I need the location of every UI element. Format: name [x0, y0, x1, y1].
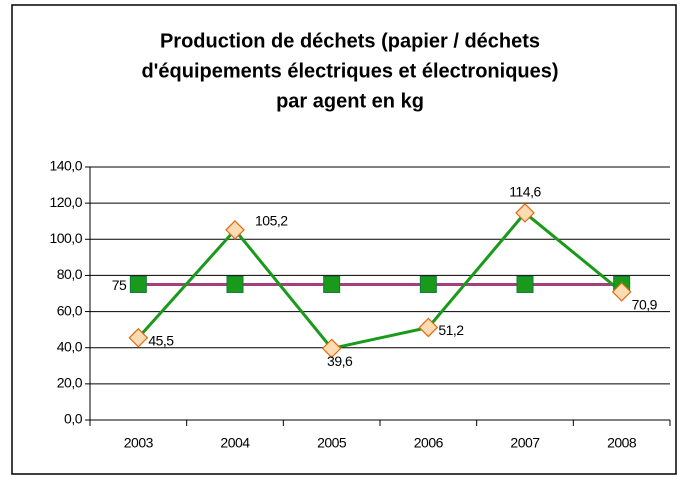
- data-label: 75: [112, 277, 127, 293]
- data-label: 51,2: [438, 322, 464, 338]
- point-marker: [516, 275, 534, 293]
- chart-title: Production de déchets (papier / déchets: [160, 30, 540, 52]
- point-marker: [611, 282, 632, 302]
- y-tick-label: 40,0: [57, 338, 83, 354]
- point-marker: [226, 275, 244, 293]
- point-marker: [323, 275, 341, 293]
- x-tick-label: 2006: [414, 435, 444, 451]
- data-label: 39,6: [327, 353, 353, 369]
- data-label: 114,6: [509, 184, 541, 200]
- point-marker: [128, 327, 149, 348]
- chart-title: par agent en kg: [276, 90, 424, 112]
- point-marker: [225, 220, 245, 240]
- y-tick-label: 60,0: [57, 302, 83, 318]
- series-line: [137, 210, 623, 351]
- y-tick-label: 0,0: [64, 411, 83, 427]
- y-tick-label: 100,0: [49, 230, 82, 246]
- point-marker: [129, 275, 147, 293]
- y-tick-label: 80,0: [57, 266, 83, 282]
- point-marker: [321, 338, 342, 359]
- y-tick-label: 120,0: [49, 194, 82, 210]
- point-marker: [515, 203, 535, 223]
- chart-title: d'équipements électriques et électroniqu…: [141, 60, 558, 82]
- x-tick-label: 2004: [220, 435, 250, 451]
- y-tick-label: 140,0: [49, 158, 82, 174]
- x-tick-label: 2008: [607, 435, 637, 451]
- x-tick-label: 2003: [124, 435, 154, 451]
- x-tick-label: 2007: [510, 435, 540, 451]
- data-label: 105,2: [255, 213, 288, 229]
- data-label: 70,9: [632, 297, 658, 313]
- x-tick-label: 2005: [317, 435, 347, 451]
- point-marker: [419, 275, 437, 293]
- y-tick-label: 20,0: [57, 375, 83, 391]
- point-marker: [418, 317, 439, 338]
- data-label: 45,5: [148, 332, 174, 348]
